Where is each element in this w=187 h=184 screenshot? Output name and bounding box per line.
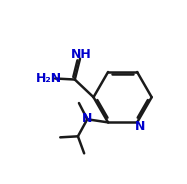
Text: H₂N: H₂N — [36, 72, 62, 85]
Text: NH: NH — [71, 48, 91, 61]
Text: N: N — [82, 112, 92, 125]
Text: N: N — [134, 121, 145, 133]
